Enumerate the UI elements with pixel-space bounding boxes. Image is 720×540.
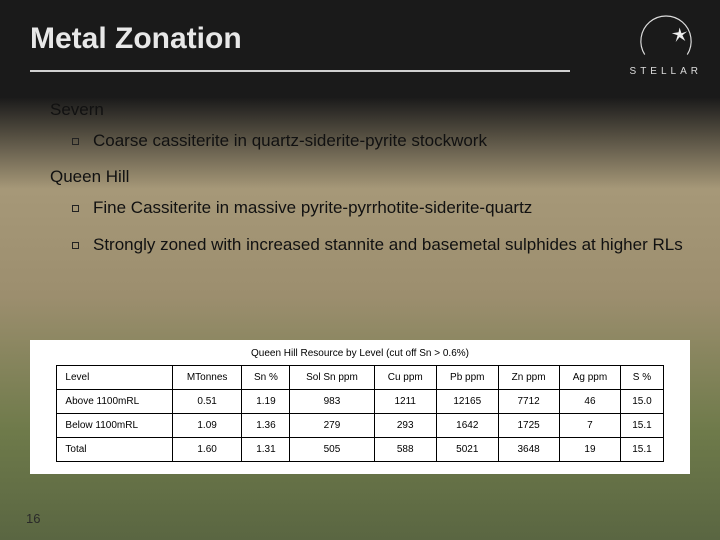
bullet-text: Coarse cassiterite in quartz-siderite-py… [93,130,487,153]
header: Metal Zonation STELLAR [0,0,720,95]
cell: 1.60 [172,438,242,462]
col-header: Zn ppm [498,366,559,390]
table-row: Below 1100mRL 1.09 1.36 279 293 1642 172… [57,414,663,438]
title-underline [30,70,570,72]
cell: 7 [559,414,621,438]
cell: 46 [559,390,621,414]
cell: 983 [290,390,374,414]
page-title: Metal Zonation [0,0,720,56]
page-number: 16 [26,511,40,526]
col-header: Sol Sn ppm [290,366,374,390]
col-header: Cu ppm [374,366,436,390]
cell: 1.31 [242,438,290,462]
bullet-item: Coarse cassiterite in quartz-siderite-py… [72,130,690,153]
cell: 7712 [498,390,559,414]
cell: Above 1100mRL [57,390,172,414]
star-icon [637,12,695,70]
resource-table: Level MTonnes Sn % Sol Sn ppm Cu ppm Pb … [56,365,663,462]
cell: 1.36 [242,414,290,438]
cell: 15.1 [621,414,663,438]
bullet-text: Strongly zoned with increased stannite a… [93,234,683,257]
cell: 1642 [436,414,498,438]
col-header: Ag ppm [559,366,621,390]
table-row: Total 1.60 1.31 505 588 5021 3648 19 15.… [57,438,663,462]
cell: Below 1100mRL [57,414,172,438]
col-header: Level [57,366,172,390]
col-header: MTonnes [172,366,242,390]
bullet-text: Fine Cassiterite in massive pyrite-pyrrh… [93,197,532,220]
bullet-icon [72,138,79,145]
table-container: Queen Hill Resource by Level (cut off Sn… [30,340,690,474]
cell: 3648 [498,438,559,462]
cell: 1.19 [242,390,290,414]
cell: 12165 [436,390,498,414]
section-queenhill-label: Queen Hill [50,167,690,187]
cell: 15.0 [621,390,663,414]
cell: 279 [290,414,374,438]
cell: 5021 [436,438,498,462]
table-row: Above 1100mRL 0.51 1.19 983 1211 12165 7… [57,390,663,414]
bullet-item: Fine Cassiterite in massive pyrite-pyrrh… [72,197,690,220]
cell: 1211 [374,390,436,414]
col-header: Sn % [242,366,290,390]
cell: 505 [290,438,374,462]
cell: 588 [374,438,436,462]
col-header: S % [621,366,663,390]
bullet-icon [72,205,79,212]
logo: STELLAR [630,12,702,77]
bullet-icon [72,242,79,249]
cell: 1725 [498,414,559,438]
cell: 293 [374,414,436,438]
cell: 0.51 [172,390,242,414]
col-header: Pb ppm [436,366,498,390]
slide: Metal Zonation STELLAR Severn Coarse cas… [0,0,720,540]
table-caption: Queen Hill Resource by Level (cut off Sn… [30,340,690,365]
cell: 15.1 [621,438,663,462]
bullet-item: Strongly zoned with increased stannite a… [72,234,690,257]
cell: 1.09 [172,414,242,438]
cell: 19 [559,438,621,462]
section-severn-label: Severn [50,100,690,120]
content: Severn Coarse cassiterite in quartz-side… [50,100,690,271]
table-header-row: Level MTonnes Sn % Sol Sn ppm Cu ppm Pb … [57,366,663,390]
cell: Total [57,438,172,462]
